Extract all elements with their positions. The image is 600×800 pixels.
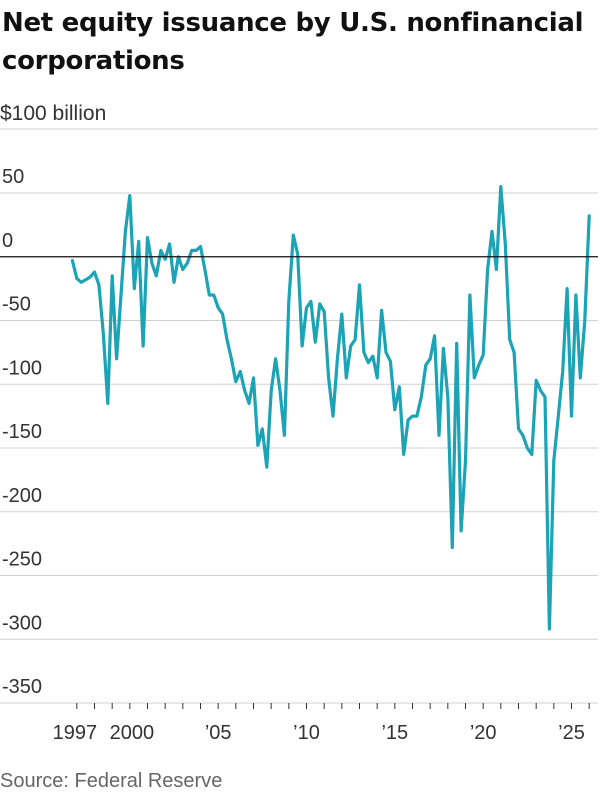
source-note: Source: Federal Reserve: [0, 770, 223, 792]
x-axis: 1997 2000 ’05 ’10 ’15 ’20 ’25: [53, 703, 590, 744]
x-tick-label: ’25: [558, 722, 585, 744]
y-tick-label: -50: [2, 294, 31, 316]
y-tick-label: -300: [2, 612, 42, 634]
gridlines: [0, 128, 598, 704]
y-tick-label: 50: [2, 166, 24, 188]
x-tick-label: ’05: [205, 722, 232, 744]
series-line: [70, 185, 591, 631]
y-tick-label: 0: [2, 230, 13, 252]
series-group: [0, 185, 598, 631]
y-tick-label: -350: [2, 676, 42, 698]
y-tick-label: -100: [2, 357, 42, 379]
x-tick-label: ’15: [381, 722, 408, 744]
x-tick-label: ’20: [470, 722, 497, 744]
y-tick-label: -150: [2, 421, 42, 443]
y-axis-ticks: 50 0 -50 -100 -150 -200 -250 -300 -350: [2, 166, 42, 698]
unit-label: $100 billion: [0, 102, 107, 125]
x-tick-label: ’10: [293, 722, 320, 744]
y-tick-label: -200: [2, 485, 42, 507]
chart-title: Net equity issuance by U.S. nonfinancial…: [2, 8, 584, 76]
x-tick-label: 1997: [53, 722, 98, 744]
y-tick-label: -250: [2, 549, 42, 571]
x-tick-label: 2000: [110, 722, 155, 744]
